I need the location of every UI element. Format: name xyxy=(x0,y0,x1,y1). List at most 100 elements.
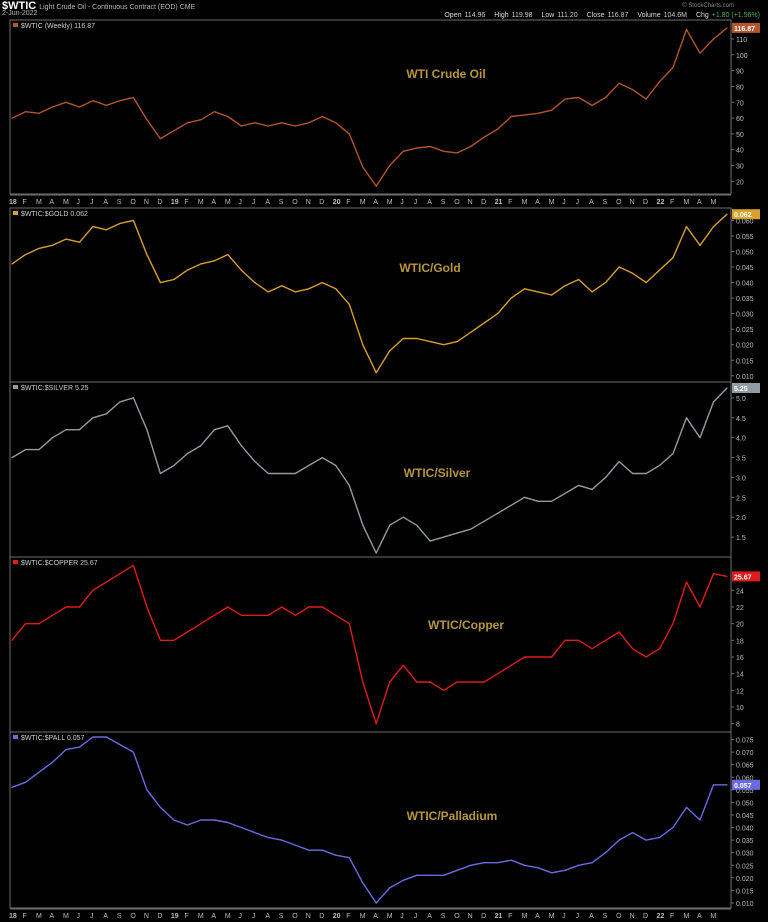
data-point xyxy=(618,82,620,84)
time-axis-label: A xyxy=(697,199,702,206)
data-point xyxy=(24,449,27,451)
data-point xyxy=(159,138,161,140)
data-point xyxy=(119,573,121,575)
data-point xyxy=(159,281,161,284)
y-tick-label: 0.020 xyxy=(736,343,754,350)
data-point xyxy=(11,456,13,459)
series-line-2 xyxy=(11,213,728,374)
data-point xyxy=(254,614,256,616)
time-axis-label: F xyxy=(184,913,188,920)
data-point xyxy=(132,751,135,753)
data-point xyxy=(578,639,580,641)
time-axis-label: M xyxy=(387,913,393,920)
data-point xyxy=(240,826,242,829)
data-point xyxy=(726,784,728,786)
data-point xyxy=(564,869,566,871)
data-point xyxy=(186,269,188,271)
data-point xyxy=(416,337,418,340)
data-point xyxy=(132,96,135,99)
data-point xyxy=(227,606,229,608)
time-axis-label: M xyxy=(225,199,231,206)
y-tick-label: 8 xyxy=(736,722,740,729)
data-point xyxy=(631,272,634,274)
time-axis-label: O xyxy=(130,199,136,206)
symbol[interactable]: $WTIC xyxy=(2,0,37,12)
data-point xyxy=(537,291,539,293)
data-point xyxy=(78,106,81,108)
time-axis-label: S xyxy=(117,199,122,206)
data-point xyxy=(294,472,296,475)
data-point xyxy=(267,291,269,293)
volume-value: 104.6M xyxy=(663,12,687,19)
data-point xyxy=(119,401,121,403)
time-axis-label: A xyxy=(589,913,594,920)
data-point xyxy=(186,122,188,124)
data-point xyxy=(51,106,54,108)
data-point xyxy=(281,472,283,475)
data-point xyxy=(389,887,391,889)
y-tick-label: 0.075 xyxy=(736,738,754,745)
time-axis-label: A xyxy=(103,913,108,920)
legend-swatch-4 xyxy=(13,560,18,564)
data-point xyxy=(389,350,391,352)
y-tick-label: 0.035 xyxy=(736,296,754,303)
data-point xyxy=(712,38,715,40)
data-point xyxy=(631,472,634,475)
data-point xyxy=(497,673,499,675)
y-tick-label: 0.025 xyxy=(736,863,754,870)
data-point xyxy=(308,464,310,467)
data-point xyxy=(699,244,701,246)
data-point xyxy=(213,260,215,262)
last-value-badge-2 xyxy=(732,209,760,220)
time-axis-label: F xyxy=(346,913,350,920)
data-point xyxy=(645,472,647,475)
time-axis-label: 22 xyxy=(657,913,665,920)
series-line-5 xyxy=(11,736,727,904)
data-point xyxy=(321,849,323,851)
time-axis-label: M xyxy=(522,199,528,206)
data-point xyxy=(24,781,27,783)
high-label: High xyxy=(494,12,509,19)
data-point xyxy=(618,839,620,841)
data-point xyxy=(335,288,337,290)
data-point xyxy=(429,540,431,542)
time-axis-label: O xyxy=(616,913,622,920)
chg-label: Chg xyxy=(695,12,709,19)
data-point xyxy=(658,464,661,467)
data-point xyxy=(618,266,620,268)
data-point xyxy=(645,281,647,284)
data-point xyxy=(416,681,418,683)
data-point xyxy=(375,552,377,554)
time-axis-label: 22 xyxy=(657,199,665,206)
time-axis-label: S xyxy=(441,199,446,206)
data-point xyxy=(631,89,634,91)
last-value-text-3: 5.25 xyxy=(734,386,748,393)
y-tick-label: 24 xyxy=(736,588,744,595)
data-point xyxy=(524,864,526,866)
time-axis-label: S xyxy=(279,199,284,206)
time-axis-label: M xyxy=(711,199,717,206)
data-point xyxy=(537,112,539,114)
time-axis-label: N xyxy=(144,913,149,920)
data-point xyxy=(470,864,472,866)
data-point xyxy=(726,213,728,215)
time-axis-label: O xyxy=(130,913,136,920)
data-point xyxy=(470,331,472,333)
data-point xyxy=(173,130,175,132)
legend-text-1: $WTIC (Weekly) 116.87 xyxy=(21,23,95,30)
time-axis-label: A xyxy=(427,199,432,206)
data-point xyxy=(254,122,256,124)
time-axis-label: M xyxy=(225,913,231,920)
data-point xyxy=(402,879,404,881)
panel-frame-2 xyxy=(9,207,732,383)
time-axis-label: 18 xyxy=(9,199,17,206)
data-point xyxy=(267,472,269,475)
last-value-badge-4 xyxy=(732,571,760,582)
data-point xyxy=(92,736,94,738)
time-axis-label: J xyxy=(76,913,80,920)
data-point xyxy=(604,281,607,284)
time-axis-label: A xyxy=(697,913,702,920)
data-point xyxy=(146,119,148,121)
data-point xyxy=(267,125,269,127)
data-point xyxy=(537,500,539,502)
